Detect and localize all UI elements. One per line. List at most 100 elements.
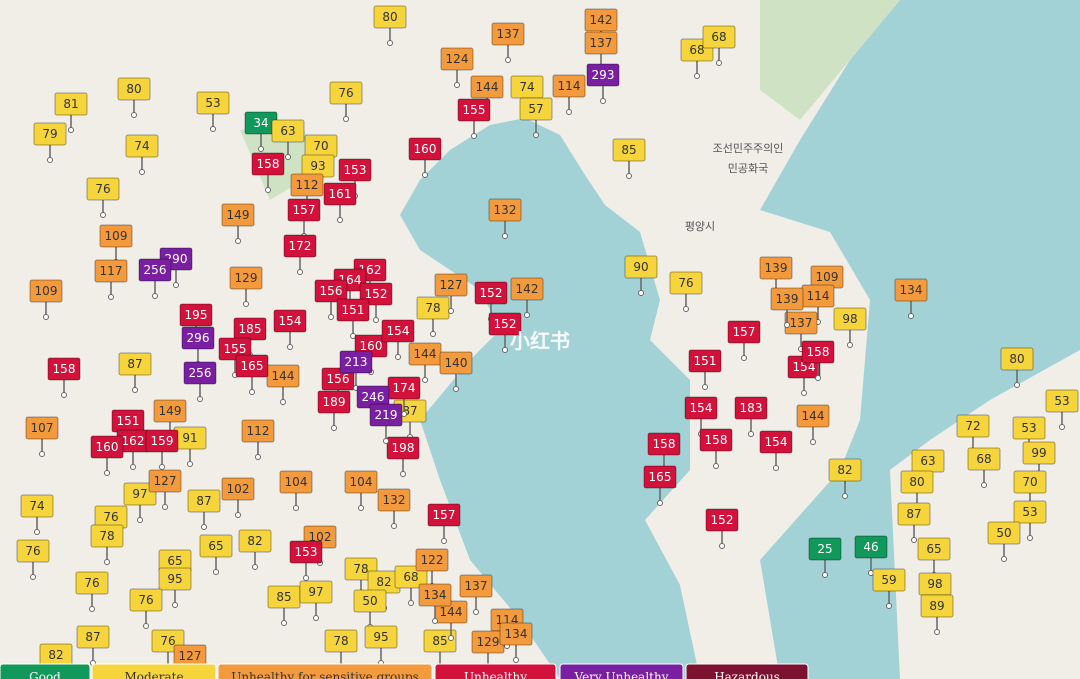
station-marker[interactable]: 129	[229, 266, 263, 307]
station-marker[interactable]: 185	[233, 317, 267, 358]
station-marker[interactable]: 129	[471, 630, 505, 671]
station-marker[interactable]: 161	[323, 182, 357, 223]
station-marker[interactable]: 97	[123, 482, 157, 523]
station-marker[interactable]: 183	[734, 396, 768, 437]
station-marker[interactable]: 85	[423, 629, 457, 670]
station-marker[interactable]: 34	[244, 111, 278, 152]
station-marker[interactable]: 50	[353, 589, 387, 630]
station-marker[interactable]: 99	[1022, 441, 1056, 482]
station-marker[interactable]: 68	[702, 25, 736, 66]
station-marker[interactable]: 154	[381, 319, 415, 360]
station-marker[interactable]: 155	[457, 98, 491, 139]
station-marker[interactable]: 144	[796, 404, 830, 445]
station-marker[interactable]: 151	[336, 298, 370, 339]
station-marker[interactable]: 53	[196, 91, 230, 132]
station-marker[interactable]: 68	[680, 38, 714, 79]
station-marker[interactable]: 91	[173, 426, 207, 467]
station-marker[interactable]: 104	[279, 470, 313, 511]
station-marker[interactable]: 104	[344, 470, 378, 511]
station-marker[interactable]: 137	[459, 574, 493, 615]
station-marker[interactable]: 165	[643, 465, 677, 506]
station-marker[interactable]: 82	[828, 458, 862, 499]
station-marker[interactable]: 87	[118, 352, 152, 393]
station-marker[interactable]: 63	[911, 449, 945, 490]
station-marker[interactable]: 157	[727, 320, 761, 361]
station-marker[interactable]: 65	[199, 534, 233, 575]
station-marker[interactable]: 156	[321, 367, 355, 408]
station-marker[interactable]: 151	[688, 349, 722, 390]
station-marker[interactable]: 89	[920, 594, 954, 635]
station-marker[interactable]: 87	[897, 502, 931, 543]
station-marker[interactable]: 219	[369, 403, 403, 444]
station-marker[interactable]: 155	[218, 337, 252, 378]
station-marker[interactable]: 78	[416, 296, 450, 337]
station-marker[interactable]: 85	[612, 138, 646, 179]
station-marker[interactable]: 70	[304, 134, 338, 175]
station-marker[interactable]: 127	[434, 273, 468, 314]
station-marker[interactable]: 158	[47, 357, 81, 398]
station-marker[interactable]: 98	[918, 572, 952, 613]
station-marker[interactable]: 137	[784, 311, 818, 352]
station-marker[interactable]: 53	[1013, 500, 1047, 541]
station-marker[interactable]: 157	[427, 503, 461, 544]
station-marker[interactable]: 144	[408, 342, 442, 383]
station-marker[interactable]: 76	[129, 588, 163, 629]
station-marker[interactable]: 114	[552, 74, 586, 115]
station-marker[interactable]: 144	[434, 600, 468, 641]
station-marker[interactable]: 162	[116, 429, 150, 470]
station-marker[interactable]: 81	[54, 92, 88, 133]
station-marker[interactable]: 127	[148, 469, 182, 510]
station-marker[interactable]: 158	[251, 152, 285, 193]
station-marker[interactable]: 80	[373, 5, 407, 46]
station-marker[interactable]: 112	[241, 419, 275, 460]
station-marker[interactable]: 127	[173, 644, 207, 679]
station-marker[interactable]: 165	[235, 354, 269, 395]
station-marker[interactable]: 152	[488, 312, 522, 353]
station-marker[interactable]: 160	[408, 137, 442, 178]
station-marker[interactable]: 79	[33, 122, 67, 163]
station-marker[interactable]: 65	[917, 537, 951, 578]
station-marker[interactable]: 109	[29, 279, 63, 320]
station-marker[interactable]: 87	[76, 625, 110, 666]
station-marker[interactable]: 149	[221, 203, 255, 244]
station-marker[interactable]: 144	[470, 75, 504, 116]
station-marker[interactable]: 256	[183, 361, 217, 402]
station-marker[interactable]: 144	[266, 364, 300, 405]
station-marker[interactable]: 256	[138, 258, 172, 299]
station-marker[interactable]: 154	[759, 430, 793, 471]
station-marker[interactable]: 109	[99, 224, 133, 265]
station-marker[interactable]: 80	[1000, 347, 1034, 388]
station-marker[interactable]: 25	[808, 537, 842, 578]
station-marker[interactable]: 124	[440, 47, 474, 88]
station-marker[interactable]: 53	[1045, 389, 1079, 430]
station-marker[interactable]: 76	[75, 571, 109, 612]
station-marker[interactable]: 153	[338, 158, 372, 199]
station-marker[interactable]: 102	[221, 477, 255, 518]
station-marker[interactable]: 68	[967, 447, 1001, 488]
station-marker[interactable]: 98	[833, 307, 867, 348]
station-marker[interactable]: 158	[699, 428, 733, 469]
station-marker[interactable]: 76	[16, 539, 50, 580]
station-marker[interactable]: 134	[499, 622, 533, 663]
station-marker[interactable]: 57	[519, 97, 553, 138]
station-marker[interactable]: 137	[491, 22, 525, 63]
station-marker[interactable]: 134	[418, 583, 452, 624]
station-marker[interactable]: 63	[271, 119, 305, 160]
station-marker[interactable]: 152	[705, 508, 739, 549]
station-marker[interactable]: 80	[117, 77, 151, 118]
station-marker[interactable]: 70	[1013, 470, 1047, 511]
station-marker[interactable]: 114	[801, 284, 835, 325]
station-marker[interactable]: 76	[86, 177, 120, 218]
station-marker[interactable]: 140	[439, 351, 473, 392]
station-marker[interactable]: 189	[317, 390, 351, 431]
station-marker[interactable]: 172	[283, 234, 317, 275]
station-marker[interactable]: 82	[238, 529, 272, 570]
station-marker[interactable]: 139	[759, 256, 793, 297]
station-marker[interactable]: 293	[586, 63, 620, 104]
station-marker[interactable]: 139	[770, 287, 804, 328]
station-marker[interactable]: 122	[415, 548, 449, 589]
station-marker[interactable]: 53	[1012, 416, 1046, 457]
station-marker[interactable]: 109	[810, 265, 844, 306]
station-marker[interactable]: 59	[872, 568, 906, 609]
station-marker[interactable]: 156	[314, 279, 348, 320]
